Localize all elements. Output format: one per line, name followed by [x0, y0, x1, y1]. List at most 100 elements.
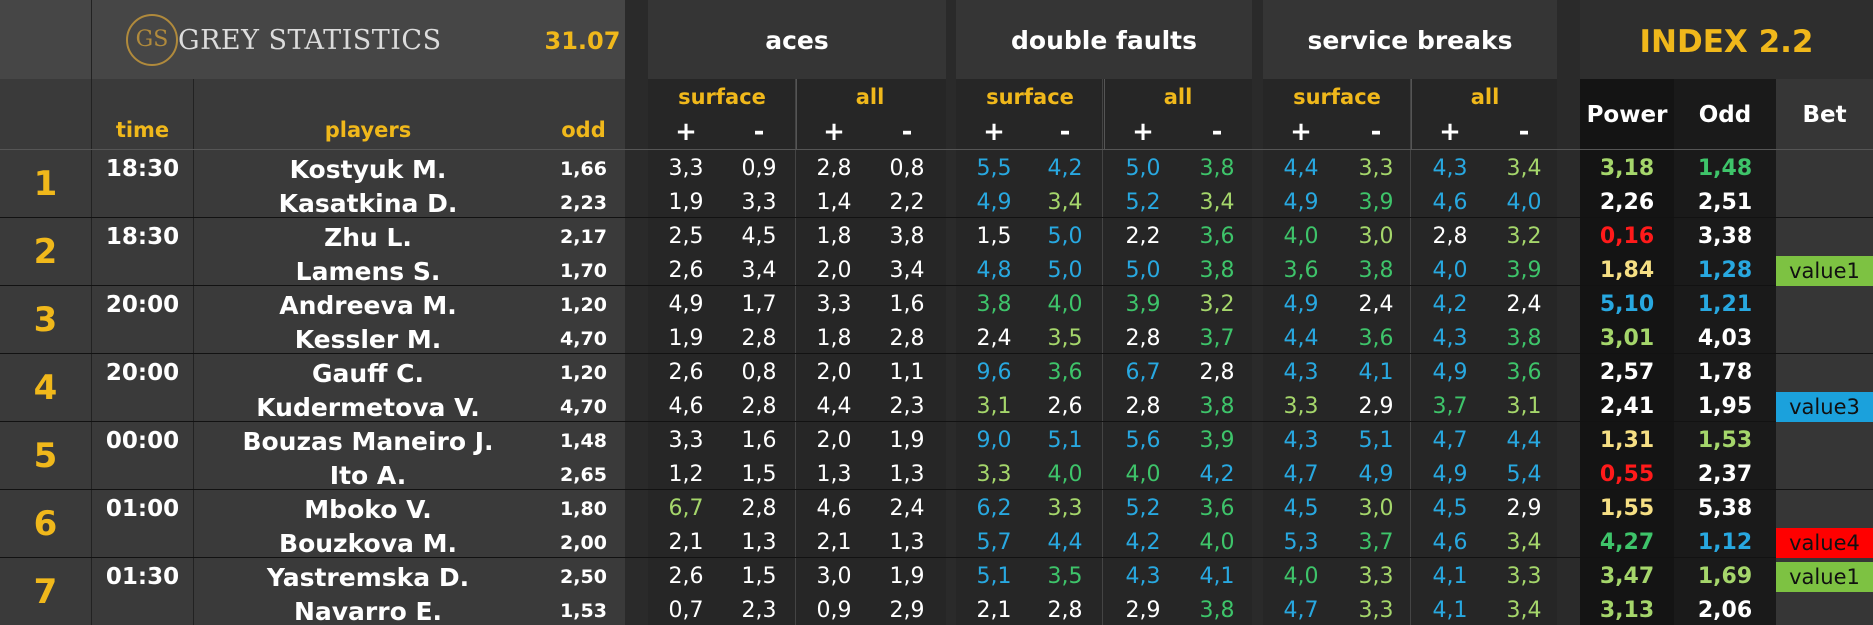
- stat-value: 1,5: [976, 224, 1012, 249]
- stat-value: 5,0: [1047, 258, 1083, 283]
- stat-value: 2,9: [1125, 598, 1161, 623]
- match-number: 7: [33, 572, 58, 612]
- double-faults-header-bg: [956, 0, 1252, 79]
- player-name: Bouzas Maneiro J.: [242, 426, 494, 456]
- stat-value: 1,9: [668, 326, 704, 351]
- stat-value: 4,2: [1432, 292, 1468, 317]
- bet-badge: value3: [1776, 392, 1873, 422]
- divider: [796, 79, 797, 149]
- player-odd: 2,17: [560, 225, 607, 248]
- stat-value: 2,3: [741, 598, 777, 623]
- match-number: 5: [33, 436, 58, 476]
- stat-value: 3,2: [1506, 224, 1542, 249]
- stat-value: 2,6: [668, 360, 704, 385]
- stat-value: 2,8: [1199, 360, 1235, 385]
- stat-value: 3,8: [1199, 258, 1235, 283]
- stat-value: 3,8: [1199, 156, 1235, 181]
- bet-badge: value1: [1776, 562, 1873, 592]
- match-separator: [0, 489, 1873, 490]
- stat-value: 3,3: [1283, 394, 1319, 419]
- stat-value: 1,6: [741, 428, 777, 453]
- index-title: INDEX 2.2: [1639, 23, 1814, 60]
- date-label: 31.07: [544, 27, 621, 55]
- stat-value: 2,9: [1506, 496, 1542, 521]
- column-header-players: players: [324, 117, 412, 142]
- stat-value: 4,0: [1283, 224, 1319, 249]
- stat-value: 4,5: [741, 224, 777, 249]
- stat-value: 1,3: [741, 530, 777, 555]
- player-odd: 1,20: [560, 293, 607, 316]
- divider: [0, 149, 1873, 150]
- stat-value: 3,6: [1199, 496, 1235, 521]
- power-value: 0,16: [1599, 224, 1655, 249]
- index-odd-value: 1,95: [1697, 394, 1753, 419]
- player-odd: 1,53: [560, 599, 607, 622]
- stat-value: 2,6: [668, 258, 704, 283]
- match-separator: [0, 285, 1873, 286]
- stat-value: 1,1: [889, 360, 925, 385]
- stat-value: 5,2: [1125, 496, 1161, 521]
- bet-badge: value4: [1776, 528, 1873, 558]
- column-header-index-odd: Odd: [1698, 101, 1752, 128]
- stat-value: 3,5: [1047, 326, 1083, 351]
- subheader-minus: -: [1518, 117, 1530, 147]
- power-value: 4,27: [1599, 530, 1655, 555]
- stat-value: 2,0: [816, 258, 852, 283]
- stat-value: 5,6: [1125, 428, 1161, 453]
- stat-value: 3,3: [1506, 564, 1542, 589]
- column-header-odd: odd: [561, 117, 606, 142]
- stat-value: 9,0: [976, 428, 1012, 453]
- stat-value: 9,6: [976, 360, 1012, 385]
- power-value: 1,31: [1599, 428, 1655, 453]
- stat-value: 3,0: [1358, 224, 1394, 249]
- stat-value: 2,4: [976, 326, 1012, 351]
- stat-value: 0,8: [889, 156, 925, 181]
- stat-value: 1,8: [816, 224, 852, 249]
- stat-value: 4,4: [1283, 326, 1319, 351]
- stat-value: 3,8: [1506, 326, 1542, 351]
- stat-value: 3,8: [976, 292, 1012, 317]
- match-separator: [0, 353, 1873, 354]
- stat-value: 2,8: [1125, 326, 1161, 351]
- stat-value: 4,9: [1283, 292, 1319, 317]
- subheader-minus: -: [753, 117, 765, 147]
- stat-value: 4,0: [1432, 258, 1468, 283]
- power-value: 2,41: [1599, 394, 1655, 419]
- stat-value: 4,0: [1199, 530, 1235, 555]
- match-time: 20:00: [105, 359, 180, 386]
- stat-value: 4,8: [976, 258, 1012, 283]
- stat-value: 5,7: [976, 530, 1012, 555]
- power-value: 3,13: [1599, 598, 1655, 623]
- stat-value: 5,1: [976, 564, 1012, 589]
- stat-value: 4,1: [1199, 564, 1235, 589]
- stat-value: 4,3: [1125, 564, 1161, 589]
- player-name: Kasatkina D.: [278, 188, 458, 218]
- column-header-power: Power: [1586, 101, 1668, 128]
- index-odd-value: 2,06: [1697, 598, 1753, 623]
- divider: [1102, 79, 1103, 625]
- player-name: Kessler M.: [294, 324, 442, 354]
- stat-value: 2,0: [816, 360, 852, 385]
- index-odd-value: 1,69: [1697, 564, 1753, 589]
- match-number: 3: [33, 300, 58, 340]
- divider: [91, 0, 92, 625]
- stat-value: 4,9: [668, 292, 704, 317]
- stat-value: 1,3: [816, 462, 852, 487]
- stat-value: 3,4: [1506, 598, 1542, 623]
- subheader-all: all: [1470, 84, 1500, 109]
- power-value: 1,55: [1599, 496, 1655, 521]
- stat-value: 4,3: [1432, 326, 1468, 351]
- stat-value: 5,0: [1125, 258, 1161, 283]
- match-time: 01:00: [105, 495, 180, 522]
- index-odd-value: 1,53: [1697, 428, 1753, 453]
- stat-value: 4,4: [1506, 428, 1542, 453]
- player-name: Kostyuk M.: [289, 154, 447, 184]
- index-odd-value: 1,78: [1697, 360, 1753, 385]
- index-odd-value: 3,38: [1697, 224, 1753, 249]
- index-odd-column-bg: [1674, 79, 1776, 625]
- subheader-all: all: [1163, 84, 1193, 109]
- stat-value: 6,7: [668, 496, 704, 521]
- left-panel-bg: [0, 0, 625, 625]
- stat-value: 3,6: [1199, 224, 1235, 249]
- stat-value: 5,3: [1283, 530, 1319, 555]
